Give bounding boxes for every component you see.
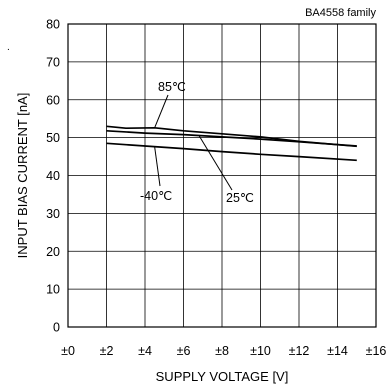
annotation-85c: 85℃ [158,80,186,94]
x-tick-label: ±14 [327,344,348,358]
y-tick-label: 50 [46,131,60,145]
x-tick-labels: ±0 ±2 ±4 ±6 ±8 ±10 ±12 ±14 ±16 [61,344,386,358]
stray-mark: . [7,42,10,53]
leader-25c [198,135,233,191]
x-tick-label: ±4 [138,344,152,358]
plot-frame [67,23,377,328]
series-line [106,142,357,162]
y-axis-title: INPUT BIAS CURRENT [nA] [15,93,30,259]
annotation-minus40c: -40℃ [140,189,172,203]
y-tick-label: 40 [46,169,60,183]
y-tick-label: 0 [53,321,60,335]
y-tick-label: 30 [46,207,60,221]
x-tick-label: ±6 [177,344,191,358]
x-tick-label: ±16 [366,344,387,358]
y-tick-label: 60 [46,93,60,107]
y-tick-label: 10 [46,283,60,297]
y-tick-labels: 0 10 20 30 40 50 60 70 80 [46,18,60,335]
series-annotations: 85℃ 25℃ -40℃ [140,80,254,205]
y-tick-label: 70 [46,55,60,69]
leader-85c [154,94,169,128]
x-axis-title: SUPPLY VOLTAGE [V] [156,369,289,384]
x-tick-label: ±0 [61,344,75,358]
series-line [106,129,357,147]
x-tick-label: ±12 [289,344,310,358]
annotation-25c: 25℃ [226,191,254,205]
y-tick-label: 80 [46,18,60,32]
x-tick-label: ±8 [215,344,229,358]
x-tick-label: ±2 [100,344,114,358]
leader-minus40c [154,146,161,187]
family-label: BA4558 family [305,7,376,19]
x-tick-label: ±10 [250,344,271,358]
grid [67,23,377,328]
series-lines [106,125,357,162]
y-tick-label: 20 [46,245,60,259]
